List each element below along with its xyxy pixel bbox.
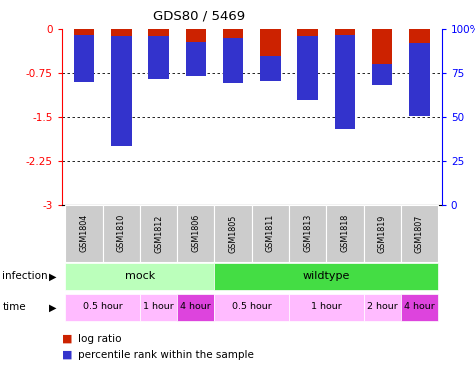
Text: GSM1810: GSM1810: [117, 214, 126, 253]
Text: 4 hour: 4 hour: [180, 302, 211, 311]
Bar: [260, 56, 281, 81]
Bar: [66, 205, 103, 262]
Bar: [66, 294, 140, 321]
Bar: [177, 294, 215, 321]
Text: GSM1806: GSM1806: [191, 214, 200, 253]
Bar: [215, 205, 252, 262]
Bar: [372, 64, 392, 85]
Bar: [401, 205, 438, 262]
Bar: [74, 34, 95, 82]
Bar: [148, 29, 169, 79]
Text: 4 hour: 4 hour: [404, 302, 435, 311]
Text: ■: ■: [62, 350, 72, 360]
Bar: [363, 205, 401, 262]
Bar: [289, 205, 326, 262]
Text: ▶: ▶: [48, 302, 56, 313]
Bar: [372, 29, 392, 85]
Text: percentile rank within the sample: percentile rank within the sample: [78, 350, 254, 360]
Bar: [186, 42, 206, 76]
Bar: [289, 294, 363, 321]
Bar: [223, 38, 243, 83]
Text: mock: mock: [125, 271, 155, 281]
Text: 0.5 hour: 0.5 hour: [232, 302, 272, 311]
Text: GSM1812: GSM1812: [154, 214, 163, 253]
Bar: [215, 294, 289, 321]
Text: 1 hour: 1 hour: [143, 302, 174, 311]
Bar: [401, 294, 438, 321]
Bar: [111, 36, 132, 146]
Bar: [297, 29, 318, 100]
Text: GSM1805: GSM1805: [228, 214, 238, 253]
Text: GSM1813: GSM1813: [303, 214, 312, 253]
Text: GDS80 / 5469: GDS80 / 5469: [153, 9, 246, 22]
Text: infection: infection: [2, 271, 48, 281]
Text: GSM1818: GSM1818: [341, 214, 350, 253]
Bar: [111, 29, 132, 146]
Text: 1 hour: 1 hour: [311, 302, 342, 311]
Text: wildtype: wildtype: [303, 271, 350, 281]
Bar: [148, 36, 169, 79]
Bar: [140, 294, 177, 321]
Bar: [335, 34, 355, 129]
Text: GSM1819: GSM1819: [378, 214, 387, 253]
Text: ■: ■: [62, 333, 72, 344]
Bar: [260, 29, 281, 81]
Bar: [223, 29, 243, 83]
Bar: [409, 43, 430, 116]
Bar: [335, 29, 355, 129]
Text: GSM1811: GSM1811: [266, 214, 275, 253]
Bar: [177, 205, 215, 262]
Bar: [186, 29, 206, 76]
Text: time: time: [2, 302, 26, 313]
Text: GSM1807: GSM1807: [415, 214, 424, 253]
Bar: [140, 205, 177, 262]
Text: log ratio: log ratio: [78, 333, 122, 344]
Text: 2 hour: 2 hour: [367, 302, 398, 311]
Bar: [363, 294, 401, 321]
Bar: [326, 205, 363, 262]
Bar: [103, 205, 140, 262]
Bar: [252, 205, 289, 262]
Text: ▶: ▶: [48, 271, 56, 281]
Text: 0.5 hour: 0.5 hour: [83, 302, 123, 311]
Bar: [297, 36, 318, 100]
Bar: [74, 29, 95, 82]
Bar: [409, 29, 430, 116]
Text: GSM1804: GSM1804: [80, 214, 89, 253]
Bar: [66, 263, 215, 290]
Bar: [215, 263, 438, 290]
